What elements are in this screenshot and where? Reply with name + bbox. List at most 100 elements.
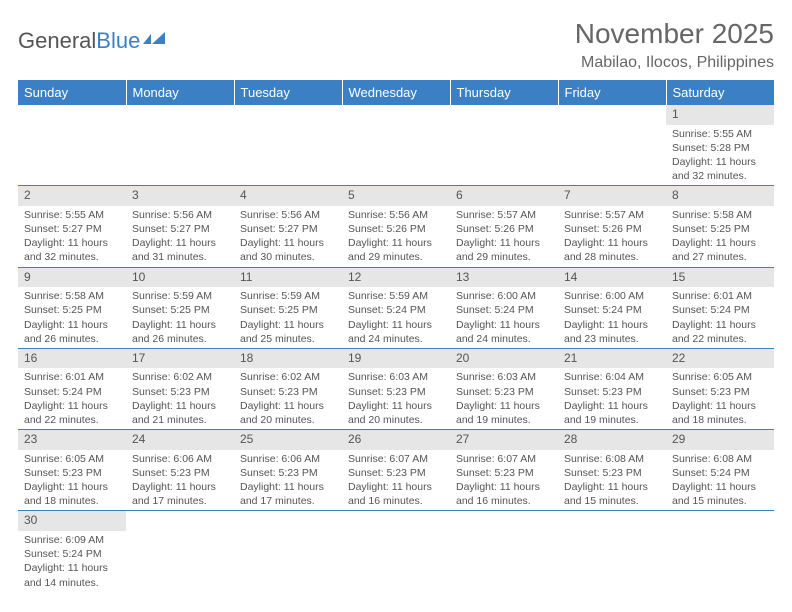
daylight-text: Daylight: 11 hours and 29 minutes.: [456, 236, 552, 264]
calendar-day-cell: 12Sunrise: 5:59 AMSunset: 5:24 PMDayligh…: [342, 267, 450, 348]
location-text: Mabilao, Ilocos, Philippines: [575, 54, 774, 72]
sunset-text: Sunset: 5:23 PM: [348, 385, 444, 399]
sunset-text: Sunset: 5:26 PM: [348, 222, 444, 236]
daylight-text: Daylight: 11 hours and 32 minutes.: [24, 236, 120, 264]
day-number: 5: [342, 186, 450, 206]
day-number: 29: [666, 430, 774, 450]
calendar-day-cell: 4Sunrise: 5:56 AMSunset: 5:27 PMDaylight…: [234, 186, 342, 267]
sunrise-text: Sunrise: 6:03 AM: [348, 370, 444, 384]
day-details: Sunrise: 6:09 AMSunset: 5:24 PMDaylight:…: [18, 531, 126, 592]
daylight-text: Daylight: 11 hours and 24 minutes.: [348, 318, 444, 346]
sunset-text: Sunset: 5:24 PM: [672, 466, 768, 480]
daylight-text: Daylight: 11 hours and 26 minutes.: [24, 318, 120, 346]
sunrise-text: Sunrise: 6:08 AM: [564, 452, 660, 466]
day-details: Sunrise: 6:07 AMSunset: 5:23 PMDaylight:…: [450, 450, 558, 511]
sunrise-text: Sunrise: 6:00 AM: [456, 289, 552, 303]
calendar-day-cell: 1Sunrise: 5:55 AMSunset: 5:28 PMDaylight…: [666, 105, 774, 186]
calendar-day-cell: 16Sunrise: 6:01 AMSunset: 5:24 PMDayligh…: [18, 348, 126, 429]
calendar-day-cell: 29Sunrise: 6:08 AMSunset: 5:24 PMDayligh…: [666, 430, 774, 511]
sunrise-text: Sunrise: 5:57 AM: [456, 208, 552, 222]
day-details: Sunrise: 5:58 AMSunset: 5:25 PMDaylight:…: [18, 287, 126, 348]
day-number: 1: [666, 105, 774, 125]
calendar-day-cell: 13Sunrise: 6:00 AMSunset: 5:24 PMDayligh…: [450, 267, 558, 348]
sunrise-text: Sunrise: 5:56 AM: [132, 208, 228, 222]
day-details: Sunrise: 6:08 AMSunset: 5:24 PMDaylight:…: [666, 450, 774, 511]
day-number: 7: [558, 186, 666, 206]
calendar-table: SundayMondayTuesdayWednesdayThursdayFrid…: [18, 80, 774, 592]
weekday-header: Tuesday: [234, 80, 342, 105]
sunrise-text: Sunrise: 5:55 AM: [24, 208, 120, 222]
weekday-header: Friday: [558, 80, 666, 105]
day-number: [126, 511, 234, 515]
day-number: [234, 105, 342, 109]
calendar-day-cell: [126, 511, 234, 592]
calendar-day-cell: 10Sunrise: 5:59 AMSunset: 5:25 PMDayligh…: [126, 267, 234, 348]
sunset-text: Sunset: 5:25 PM: [24, 303, 120, 317]
calendar-day-cell: 24Sunrise: 6:06 AMSunset: 5:23 PMDayligh…: [126, 430, 234, 511]
daylight-text: Daylight: 11 hours and 31 minutes.: [132, 236, 228, 264]
day-number: 4: [234, 186, 342, 206]
sunset-text: Sunset: 5:25 PM: [132, 303, 228, 317]
calendar-day-cell: 30Sunrise: 6:09 AMSunset: 5:24 PMDayligh…: [18, 511, 126, 592]
day-number: [666, 511, 774, 515]
day-details: Sunrise: 6:02 AMSunset: 5:23 PMDaylight:…: [234, 368, 342, 429]
calendar-week-row: 1Sunrise: 5:55 AMSunset: 5:28 PMDaylight…: [18, 105, 774, 186]
daylight-text: Daylight: 11 hours and 15 minutes.: [564, 480, 660, 508]
sunset-text: Sunset: 5:23 PM: [456, 466, 552, 480]
day-number: 30: [18, 511, 126, 531]
sunset-text: Sunset: 5:27 PM: [240, 222, 336, 236]
calendar-day-cell: 9Sunrise: 5:58 AMSunset: 5:25 PMDaylight…: [18, 267, 126, 348]
day-details: Sunrise: 5:56 AMSunset: 5:27 PMDaylight:…: [234, 206, 342, 267]
weekday-header: Thursday: [450, 80, 558, 105]
logo-text-1: General: [18, 28, 96, 54]
logo: GeneralBlue: [18, 28, 169, 54]
day-details: Sunrise: 6:02 AMSunset: 5:23 PMDaylight:…: [126, 368, 234, 429]
daylight-text: Daylight: 11 hours and 18 minutes.: [24, 480, 120, 508]
calendar-day-cell: 15Sunrise: 6:01 AMSunset: 5:24 PMDayligh…: [666, 267, 774, 348]
sunrise-text: Sunrise: 5:55 AM: [672, 127, 768, 141]
sunset-text: Sunset: 5:26 PM: [456, 222, 552, 236]
day-number: 15: [666, 268, 774, 288]
sunrise-text: Sunrise: 6:01 AM: [672, 289, 768, 303]
calendar-day-cell: 23Sunrise: 6:05 AMSunset: 5:23 PMDayligh…: [18, 430, 126, 511]
day-number: 6: [450, 186, 558, 206]
sunrise-text: Sunrise: 6:05 AM: [24, 452, 120, 466]
calendar-day-cell: [234, 511, 342, 592]
day-details: Sunrise: 6:06 AMSunset: 5:23 PMDaylight:…: [234, 450, 342, 511]
day-number: 23: [18, 430, 126, 450]
calendar-day-cell: 25Sunrise: 6:06 AMSunset: 5:23 PMDayligh…: [234, 430, 342, 511]
flag-icon: [143, 28, 169, 54]
sunset-text: Sunset: 5:28 PM: [672, 141, 768, 155]
day-details: Sunrise: 5:57 AMSunset: 5:26 PMDaylight:…: [558, 206, 666, 267]
calendar-day-cell: 17Sunrise: 6:02 AMSunset: 5:23 PMDayligh…: [126, 348, 234, 429]
sunset-text: Sunset: 5:23 PM: [672, 385, 768, 399]
day-details: Sunrise: 6:04 AMSunset: 5:23 PMDaylight:…: [558, 368, 666, 429]
sunrise-text: Sunrise: 5:58 AM: [24, 289, 120, 303]
day-number: [558, 511, 666, 515]
day-details: Sunrise: 6:01 AMSunset: 5:24 PMDaylight:…: [18, 368, 126, 429]
day-details: Sunrise: 5:56 AMSunset: 5:26 PMDaylight:…: [342, 206, 450, 267]
sunset-text: Sunset: 5:27 PM: [24, 222, 120, 236]
calendar-day-cell: 3Sunrise: 5:56 AMSunset: 5:27 PMDaylight…: [126, 186, 234, 267]
daylight-text: Daylight: 11 hours and 24 minutes.: [456, 318, 552, 346]
calendar-day-cell: [558, 105, 666, 186]
day-details: Sunrise: 6:00 AMSunset: 5:24 PMDaylight:…: [558, 287, 666, 348]
day-number: [450, 105, 558, 109]
daylight-text: Daylight: 11 hours and 17 minutes.: [240, 480, 336, 508]
sunrise-text: Sunrise: 5:58 AM: [672, 208, 768, 222]
day-number: 2: [18, 186, 126, 206]
day-details: Sunrise: 5:55 AMSunset: 5:28 PMDaylight:…: [666, 125, 774, 186]
sunset-text: Sunset: 5:24 PM: [564, 303, 660, 317]
day-details: Sunrise: 6:05 AMSunset: 5:23 PMDaylight:…: [18, 450, 126, 511]
calendar-day-cell: [234, 105, 342, 186]
sunrise-text: Sunrise: 5:56 AM: [240, 208, 336, 222]
day-details: Sunrise: 6:05 AMSunset: 5:23 PMDaylight:…: [666, 368, 774, 429]
calendar-day-cell: [342, 105, 450, 186]
calendar-day-cell: 20Sunrise: 6:03 AMSunset: 5:23 PMDayligh…: [450, 348, 558, 429]
sunrise-text: Sunrise: 6:07 AM: [348, 452, 444, 466]
calendar-day-cell: 18Sunrise: 6:02 AMSunset: 5:23 PMDayligh…: [234, 348, 342, 429]
sunrise-text: Sunrise: 6:05 AM: [672, 370, 768, 384]
day-number: 10: [126, 268, 234, 288]
day-number: [126, 105, 234, 109]
day-details: Sunrise: 6:03 AMSunset: 5:23 PMDaylight:…: [342, 368, 450, 429]
